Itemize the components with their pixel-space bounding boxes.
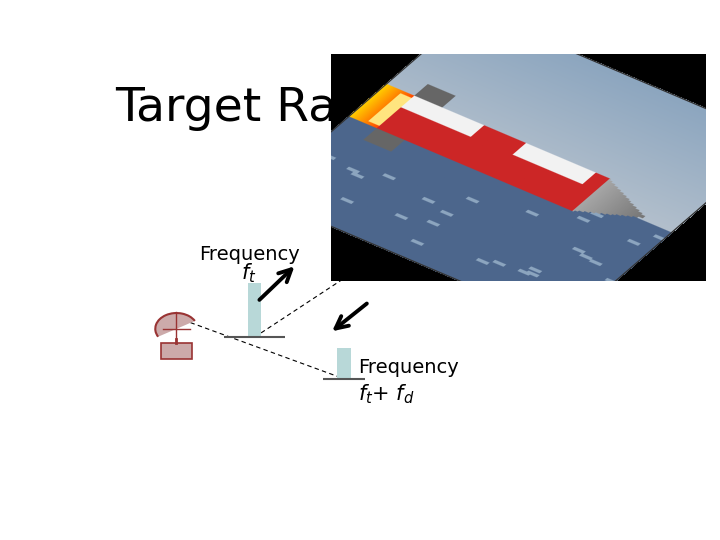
Text: $f_t$+ $f_d$: $f_t$+ $f_d$ [358, 382, 414, 406]
Wedge shape [156, 313, 195, 337]
Text: $f_t$: $f_t$ [240, 261, 256, 285]
Bar [161, 343, 192, 359]
Text: Frequency: Frequency [199, 245, 300, 265]
Bar [337, 348, 351, 379]
Text: Frequency: Frequency [358, 357, 459, 377]
Text: Target Radial Velocity: Target Radial Velocity [115, 85, 623, 131]
Bar [161, 343, 192, 359]
Bar [248, 283, 261, 337]
